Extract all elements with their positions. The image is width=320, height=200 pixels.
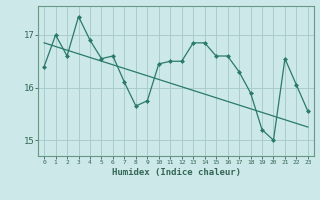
X-axis label: Humidex (Indice chaleur): Humidex (Indice chaleur) (111, 168, 241, 177)
